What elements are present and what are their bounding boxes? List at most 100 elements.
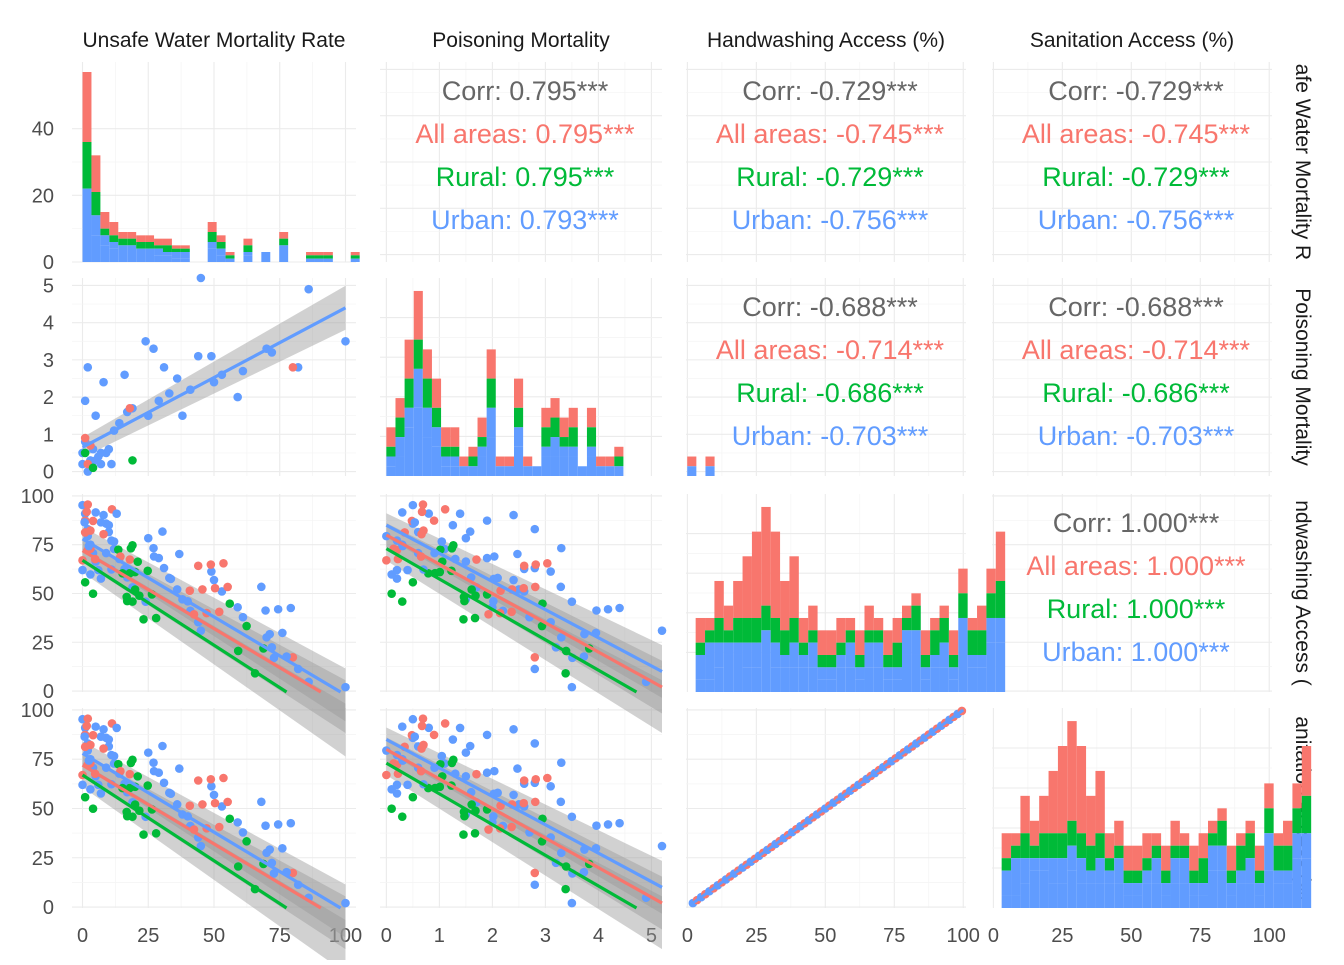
- y-tick-label: 2: [43, 387, 54, 409]
- scatter-point: [133, 772, 143, 781]
- scatter-point: [519, 583, 528, 593]
- scatter-point: [159, 363, 169, 372]
- x-tick-label: 100: [329, 925, 362, 947]
- scatter-point: [265, 629, 275, 639]
- histogram-bar: [855, 630, 865, 655]
- histogram-bar: [1283, 870, 1293, 884]
- histogram-bar: [902, 654, 912, 692]
- scatter-point: [174, 549, 184, 559]
- histogram-bar: [1151, 833, 1162, 846]
- histogram-bar: [568, 456, 578, 476]
- histogram-bar: [902, 605, 912, 618]
- histogram-bar: [723, 654, 734, 692]
- histogram-bar: [826, 654, 837, 668]
- scatter-point: [86, 784, 95, 794]
- histogram-bar: [1198, 833, 1208, 859]
- histogram-bar: [723, 630, 734, 643]
- scatter-point: [467, 800, 476, 809]
- histogram-bar: [939, 617, 949, 643]
- histogram-bar: [1189, 895, 1199, 908]
- histogram-bar: [705, 456, 715, 467]
- histogram-bar: [154, 238, 163, 246]
- scatter-point: [556, 582, 566, 592]
- histogram-bar: [404, 339, 414, 379]
- scatter-point: [531, 560, 541, 569]
- scatter-point: [257, 797, 266, 807]
- scatter-point: [214, 607, 224, 617]
- histogram-bar: [714, 617, 724, 643]
- histogram-bar: [1264, 808, 1274, 834]
- scatter-point: [96, 789, 106, 798]
- scatter-point: [537, 837, 547, 846]
- histogram-bar: [559, 437, 569, 447]
- scatter-point: [209, 790, 219, 800]
- scatter-point: [109, 751, 119, 761]
- histogram-bar: [911, 630, 921, 655]
- scatter-point: [288, 363, 298, 372]
- histogram-bar: [261, 252, 271, 262]
- histogram-bar: [422, 407, 432, 438]
- scatter-point: [556, 797, 566, 807]
- histogram-bar: [1264, 783, 1274, 809]
- histogram-bar: [431, 427, 442, 447]
- histogram-bar: [977, 654, 987, 668]
- histogram-bar: [243, 255, 253, 262]
- scatter-point: [261, 606, 270, 615]
- scatter-point: [96, 574, 106, 583]
- scatter-point: [238, 828, 248, 837]
- histogram-bar: [614, 466, 624, 476]
- scatter-point: [225, 599, 235, 608]
- histogram-bar: [477, 456, 487, 476]
- histogram-bar: [911, 654, 921, 692]
- histogram-bar: [441, 456, 451, 467]
- histogram-bar: [180, 252, 190, 259]
- scatter-point: [217, 802, 227, 811]
- histogram-bar: [1048, 858, 1058, 884]
- histogram-bar: [162, 252, 172, 256]
- scatter-point: [80, 732, 89, 741]
- histogram-bar: [855, 667, 865, 680]
- histogram-bar: [395, 456, 405, 476]
- scatter-point: [546, 567, 555, 576]
- histogram-bar: [770, 617, 781, 643]
- scatter-point: [408, 577, 418, 587]
- scatter-point: [78, 565, 87, 575]
- histogram-bar: [395, 398, 405, 418]
- correlation-label: Rural: -0.729***: [736, 162, 924, 192]
- histogram-bar: [761, 630, 771, 655]
- histogram-bar: [171, 252, 181, 259]
- histogram-bar: [577, 466, 587, 476]
- correlation-label: Corr: -0.688***: [1048, 292, 1224, 322]
- histogram-bar: [836, 617, 846, 643]
- scatter-point: [158, 741, 167, 751]
- histogram-bar: [986, 568, 996, 594]
- scatter-point: [265, 845, 275, 854]
- scatter-point: [556, 848, 566, 858]
- histogram-bar: [568, 446, 578, 457]
- histogram-bar: [586, 446, 597, 457]
- y-tick-label: 0: [43, 897, 54, 919]
- scatter-point: [418, 714, 428, 723]
- scatter-point: [159, 563, 169, 573]
- histogram-bar: [1048, 770, 1058, 834]
- regression-line: [81, 763, 322, 910]
- correlation-label: All areas: -0.714***: [1022, 335, 1251, 365]
- histogram-bar: [413, 290, 423, 340]
- scatter-point: [556, 758, 566, 767]
- histogram-bar: [1245, 858, 1255, 884]
- histogram-bar: [386, 446, 396, 457]
- y-tick-label: 25: [32, 632, 54, 654]
- scatter-point: [139, 830, 148, 839]
- scatter-point: [104, 444, 114, 454]
- histogram-bar: [486, 407, 496, 438]
- histogram-bar: [1161, 870, 1171, 884]
- histogram-bar: [1179, 833, 1190, 846]
- histogram-bar: [723, 605, 734, 631]
- histogram-bar: [1104, 858, 1115, 871]
- histogram-bar: [1170, 883, 1180, 908]
- scatter-point: [530, 582, 540, 592]
- histogram-bar: [180, 245, 190, 249]
- histogram-bar: [1245, 820, 1255, 834]
- histogram-bar: [323, 252, 333, 256]
- histogram-bar: [1011, 895, 1021, 908]
